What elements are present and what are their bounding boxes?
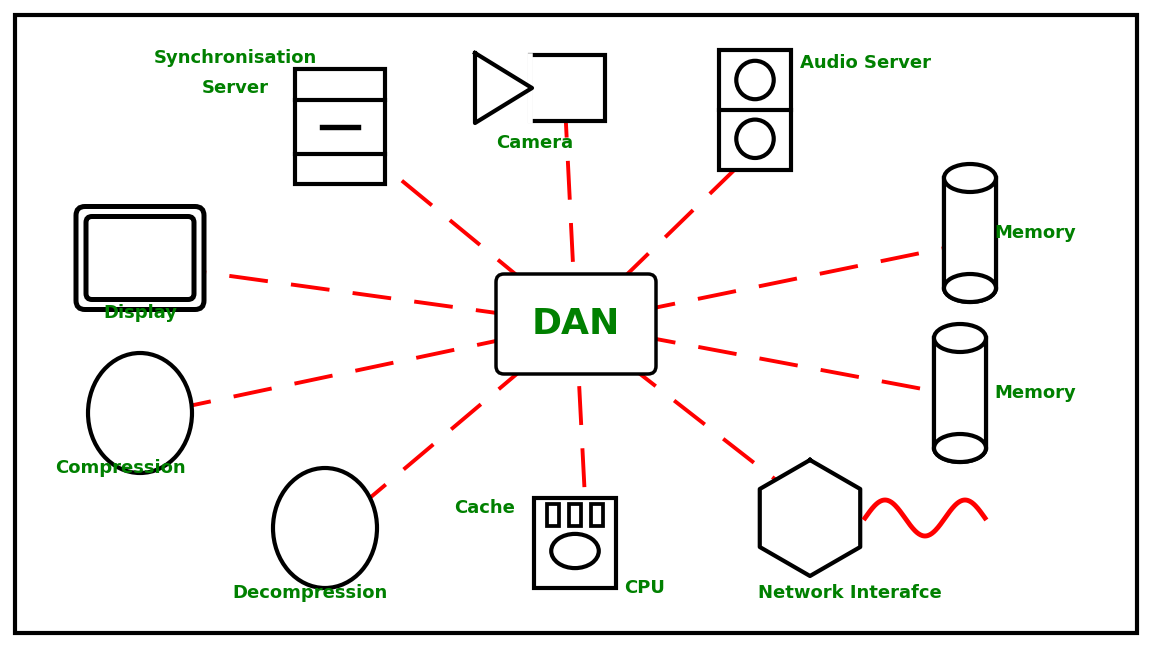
Ellipse shape [943,164,996,192]
Text: Cache: Cache [455,499,515,517]
Bar [295,69,385,183]
Text: Memory: Memory [994,224,1076,242]
Ellipse shape [88,353,192,473]
Text: Audio Server: Audio Server [799,54,931,72]
Bar [569,504,581,526]
Bar [719,50,791,170]
Ellipse shape [934,324,986,352]
FancyBboxPatch shape [76,207,204,310]
Bar [943,178,996,288]
Text: Memory: Memory [994,384,1076,402]
Ellipse shape [943,274,996,302]
Text: CPU: CPU [624,579,666,597]
Ellipse shape [551,534,599,568]
Ellipse shape [943,274,996,302]
Text: Network Interafce: Network Interafce [758,584,942,602]
Text: Display: Display [103,304,177,322]
Text: Server: Server [202,79,268,97]
FancyBboxPatch shape [497,274,655,374]
Ellipse shape [736,61,774,99]
Bar [943,178,996,288]
Text: DAN: DAN [532,307,620,341]
Text: Camera: Camera [497,134,574,152]
Polygon shape [760,460,861,576]
Bar [934,338,986,448]
Bar [933,338,987,448]
Ellipse shape [736,120,774,158]
Bar [530,56,605,121]
Bar [535,498,616,588]
Ellipse shape [934,434,986,462]
Ellipse shape [934,434,986,462]
Text: Decompression: Decompression [233,584,387,602]
Bar [591,504,602,526]
Ellipse shape [273,468,377,588]
Text: Compression: Compression [54,459,185,477]
FancyBboxPatch shape [86,216,194,299]
Bar [547,504,559,526]
Text: Synchronisation: Synchronisation [153,49,317,67]
Polygon shape [475,53,532,123]
